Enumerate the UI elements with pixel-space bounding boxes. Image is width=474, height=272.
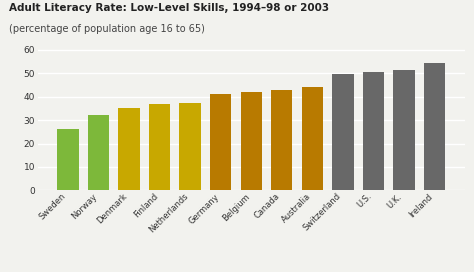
Bar xyxy=(332,75,354,190)
Bar xyxy=(180,103,201,190)
Bar xyxy=(57,129,79,190)
Bar xyxy=(363,72,384,190)
Bar xyxy=(118,108,140,190)
Text: Adult Literacy Rate: Low-Level Skills, 1994–98 or 2003: Adult Literacy Rate: Low-Level Skills, 1… xyxy=(9,3,329,13)
Text: (percentage of population age 16 to 65): (percentage of population age 16 to 65) xyxy=(9,24,205,35)
Bar xyxy=(149,104,170,190)
Bar xyxy=(301,87,323,190)
Bar xyxy=(210,94,231,190)
Bar xyxy=(88,115,109,190)
Bar xyxy=(240,92,262,190)
Bar xyxy=(393,70,415,190)
Bar xyxy=(424,63,445,190)
Bar xyxy=(271,90,292,190)
